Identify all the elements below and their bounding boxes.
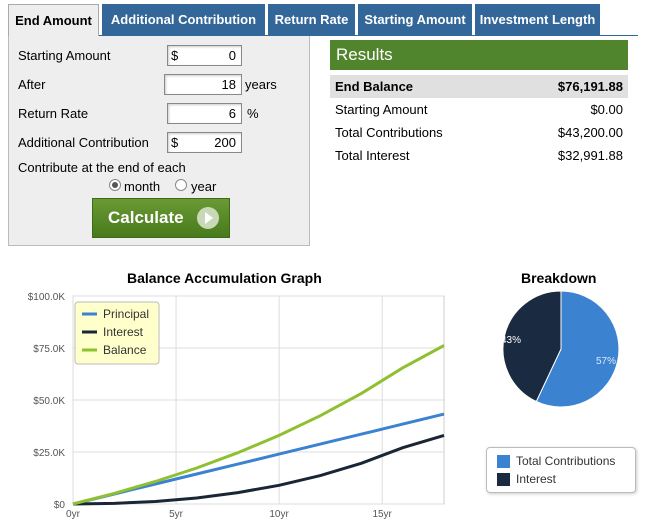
tab-starting-amount[interactable]: Starting Amount bbox=[358, 4, 472, 36]
pie-legend: Total Contributions Interest bbox=[486, 447, 636, 493]
years-unit: years bbox=[245, 77, 277, 92]
return-rate-input[interactable] bbox=[167, 103, 242, 124]
y-tick-label: $100.0K bbox=[28, 292, 66, 303]
starting-amount-input[interactable] bbox=[167, 45, 242, 66]
series-line-interest bbox=[72, 433, 445, 506]
percent-unit: % bbox=[247, 106, 259, 121]
legend-label-interest: Interest bbox=[103, 325, 144, 339]
play-arrow-icon bbox=[197, 207, 219, 229]
tab-investment-length[interactable]: Investment Length bbox=[475, 4, 600, 36]
result-value: $76,191.88 bbox=[557, 79, 623, 94]
input-panel: Starting Amount $ After years Return Rat… bbox=[8, 36, 310, 246]
return-rate-label: Return Rate bbox=[18, 106, 89, 121]
calculate-button[interactable]: Calculate bbox=[92, 198, 230, 238]
tab-return-rate[interactable]: Return Rate bbox=[268, 4, 355, 36]
legend-swatch-interest bbox=[497, 473, 510, 486]
legend-label-principal: Principal bbox=[103, 307, 149, 321]
y-tick-label: $0 bbox=[54, 500, 66, 511]
pie-label-interest: 43% bbox=[501, 335, 521, 346]
years-input[interactable] bbox=[164, 74, 242, 95]
contribute-frequency-label: Contribute at the end of each bbox=[18, 160, 186, 175]
result-row-starting-amount: Starting Amount $0.00 bbox=[330, 98, 628, 121]
x-tick-label: 0yr bbox=[66, 509, 81, 520]
additional-contribution-label: Additional Contribution bbox=[18, 135, 149, 150]
month-label: month bbox=[124, 179, 161, 194]
result-value: $0.00 bbox=[590, 102, 623, 117]
legend-swatch-contributions bbox=[497, 455, 510, 468]
calculate-label: Calculate bbox=[108, 208, 184, 227]
result-value: $43,200.00 bbox=[557, 125, 623, 140]
month-radio[interactable] bbox=[109, 179, 121, 191]
starting-amount-prefix: $ bbox=[171, 48, 179, 63]
pie-slice-interest bbox=[502, 290, 562, 403]
tab-additional-contribution[interactable]: Additional Contribution bbox=[102, 4, 265, 36]
x-tick-label: 15yr bbox=[372, 509, 392, 520]
result-label: Total Contributions bbox=[335, 125, 443, 140]
series-line-balance bbox=[72, 344, 445, 506]
result-value: $32,991.88 bbox=[557, 148, 623, 163]
result-row-total-contributions: Total Contributions $43,200.00 bbox=[330, 121, 628, 144]
x-tick-label: 10yr bbox=[269, 509, 289, 520]
pie-chart-title: Breakdown bbox=[521, 270, 597, 286]
x-tick-label: 5yr bbox=[169, 509, 184, 520]
legend-label-contributions: Total Contributions bbox=[516, 454, 616, 468]
additional-contribution-prefix: $ bbox=[171, 135, 179, 150]
y-tick-label: $75.0K bbox=[33, 344, 65, 355]
legend-label-interest: Interest bbox=[516, 472, 557, 486]
starting-amount-label: Starting Amount bbox=[18, 48, 111, 63]
result-row-end-balance: End Balance $76,191.88 bbox=[330, 75, 628, 98]
pie-slice-contributions bbox=[535, 290, 620, 408]
results-header: Results bbox=[330, 40, 628, 70]
pie-label-contributions: 57% bbox=[596, 356, 616, 367]
y-tick-label: $25.0K bbox=[33, 448, 65, 459]
legend-label-balance: Balance bbox=[103, 343, 147, 357]
result-label: End Balance bbox=[335, 79, 414, 94]
result-label: Total Interest bbox=[335, 148, 410, 163]
result-label: Starting Amount bbox=[335, 102, 428, 117]
tab-bar: End Amount Additional Contribution Retur… bbox=[8, 4, 638, 37]
result-row-total-interest: Total Interest $32,991.88 bbox=[330, 144, 628, 167]
year-label: year bbox=[191, 179, 217, 194]
breakdown-pie-chart: 57% 43% bbox=[501, 290, 620, 408]
tab-end-amount[interactable]: End Amount bbox=[8, 4, 99, 37]
balance-accumulation-chart: $0 $25.0K $50.0K $75.0K $100.0K 0yr 5yr 10yr 15y… bbox=[28, 292, 445, 520]
additional-contribution-input[interactable] bbox=[167, 132, 242, 153]
line-chart-title: Balance Accumulation Graph bbox=[127, 270, 322, 286]
after-label: After bbox=[18, 77, 46, 92]
year-radio[interactable] bbox=[175, 179, 187, 191]
y-tick-label: $50.0K bbox=[33, 396, 65, 407]
